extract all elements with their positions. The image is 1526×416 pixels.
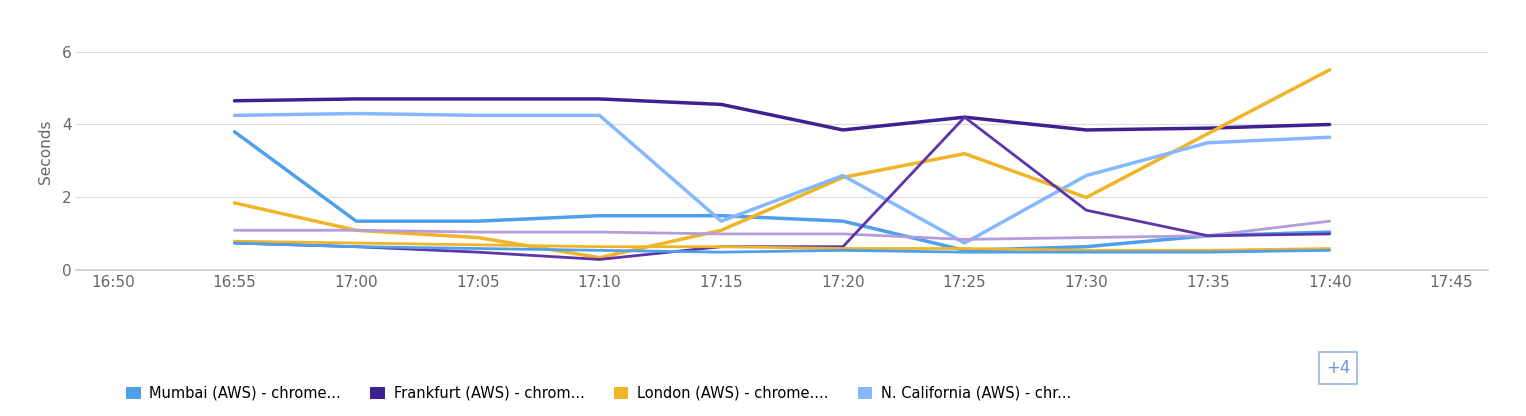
Legend: Mumbai (AWS) - chrome..., Frankfurt (AWS) - chrom..., London (AWS) - chrome....,: Mumbai (AWS) - chrome..., Frankfurt (AWS… bbox=[127, 386, 1071, 401]
Text: +4: +4 bbox=[1326, 359, 1351, 377]
Y-axis label: Seconds: Seconds bbox=[38, 119, 53, 184]
